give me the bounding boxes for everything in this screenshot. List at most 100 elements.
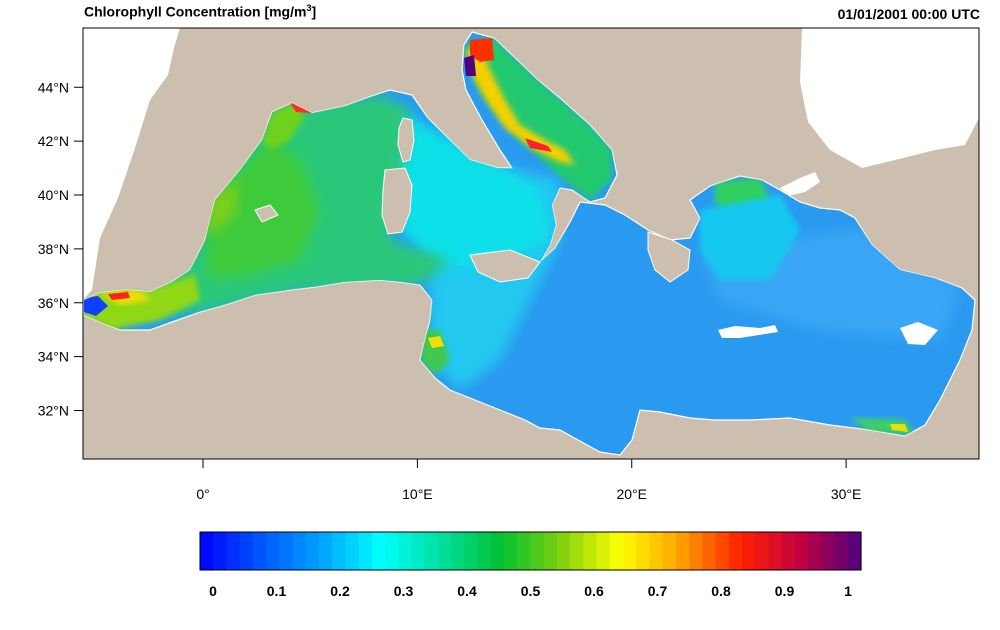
colorbar-swatch [834,532,849,570]
colorbar-swatch [728,532,743,570]
colorbar-labels: 0 0.1 0.2 0.3 0.4 0.5 0.6 0.7 0.8 0.9 1 [209,583,852,599]
longitude-axis: 0° 10°E 20°E 30°E [196,459,861,502]
sicily [469,249,541,283]
colorbar-swatch [252,532,267,570]
colorbar-swatch [358,532,373,570]
colorbar-swatch [504,532,518,570]
lon-tick-label: 20°E [616,486,647,502]
colorbar-swatch [543,532,558,570]
colorbar-swatch [200,532,214,570]
colorbar-label: 0.5 [521,583,541,599]
colorbar-swatch [702,532,717,570]
colorbar-label: 0.2 [330,583,350,599]
colorbar-swatch [477,532,492,570]
colorbar-label: 0.9 [775,583,795,599]
colorbar-swatch [226,532,241,570]
colorbar-swatch [649,532,664,570]
region-po-delta-purple [464,55,476,76]
colorbar-swatch [768,532,783,570]
colorbar-swatch [609,532,624,570]
map-title: Chlorophyll Concentration [mg/m3] [84,3,317,20]
colorbar-label: 0.4 [457,583,477,599]
lat-tick-label: 44°N [38,79,69,95]
map-timestamp: 01/01/2001 00:00 UTC [837,6,980,22]
colorbar-swatch [451,532,465,570]
colorbar-swatches [200,532,862,570]
colorbar-swatch [385,532,399,570]
colorbar-swatch [675,532,690,570]
colorbar-label: 1 [844,583,852,599]
region-tyrrhenian [390,110,550,270]
region-gabes-yellow [428,336,444,348]
colorbar-frame [199,531,862,571]
colorbar-swatch [662,532,677,570]
black-sea [800,28,979,168]
region-po-delta-red [470,38,494,62]
colorbar-swatch [305,532,320,570]
mallorca [254,204,279,223]
colorbar-swatch [371,532,386,570]
colorbar-swatch [424,532,439,570]
colorbar-swatch [755,532,770,570]
lon-tick-label: 0° [196,486,209,502]
lat-tick-label: 32°N [38,403,69,419]
region-nile-yellow [890,424,908,432]
colorbar-swatch [517,532,532,570]
colorbar-swatch [213,532,228,570]
lat-tick-label: 38°N [38,241,69,257]
region-ligurian-red [290,103,312,113]
colorbar-swatch [794,532,809,570]
region-alboran [84,275,200,330]
colorbar-label: 0.8 [711,583,731,599]
colorbar-label: 0 [209,583,217,599]
lat-tick-label: 36°N [38,295,69,311]
region-adriatic-red-coast [525,138,552,152]
colorbar-swatch [808,532,822,570]
region-gibraltar-red [108,292,130,300]
region-adriatic [464,38,612,200]
peloponnese [647,231,691,283]
colorbar-swatch [570,532,584,570]
colorbar-swatch [781,532,796,570]
colorbar-label: 0.1 [267,583,287,599]
colorbar-swatch [742,532,756,570]
colorbar-swatch [345,532,360,570]
lon-tick-label: 10°E [402,486,433,502]
sea-of-marmara [780,172,820,196]
sardinia [381,167,413,235]
colorbar-label: 0.7 [648,583,668,599]
map-plot-area [83,28,979,459]
region-aegean [700,195,800,280]
corsica [397,117,415,163]
colorbar-label: 0.6 [584,583,604,599]
colorbar-swatch [398,532,413,570]
colorbar-swatch [464,532,479,570]
colorbar-swatch [411,532,426,570]
colorbar-swatch [239,532,254,570]
colorbar-swatch [266,532,280,570]
colorbar-swatch [847,532,862,570]
colorbar-swatch [490,532,505,570]
lat-tick-label: 40°N [38,187,69,203]
latitude-axis: 32°N 34°N 36°N 38°N 40°N 42°N 44°N [38,79,83,419]
colorbar-swatch [596,532,611,570]
crete [718,325,778,338]
plot-frame [82,27,980,460]
colorbar-swatch [583,532,598,570]
colorbar-swatch [332,532,347,570]
region-balearic-green [205,180,240,235]
lat-tick-label: 34°N [38,349,69,365]
cyprus [900,322,938,345]
colorbar-swatch [437,532,452,570]
colorbar-swatch [821,532,836,570]
lon-tick-label: 30°E [831,486,862,502]
colorbar-swatch [530,532,545,570]
colorbar-swatch [292,532,307,570]
colorbar-label: 0.3 [394,583,414,599]
colorbar-swatch [623,532,637,570]
colorbar-swatch [689,532,703,570]
lat-tick-label: 42°N [38,133,69,149]
colorbar-swatch [279,532,294,570]
atlantic-ocean [83,28,180,300]
